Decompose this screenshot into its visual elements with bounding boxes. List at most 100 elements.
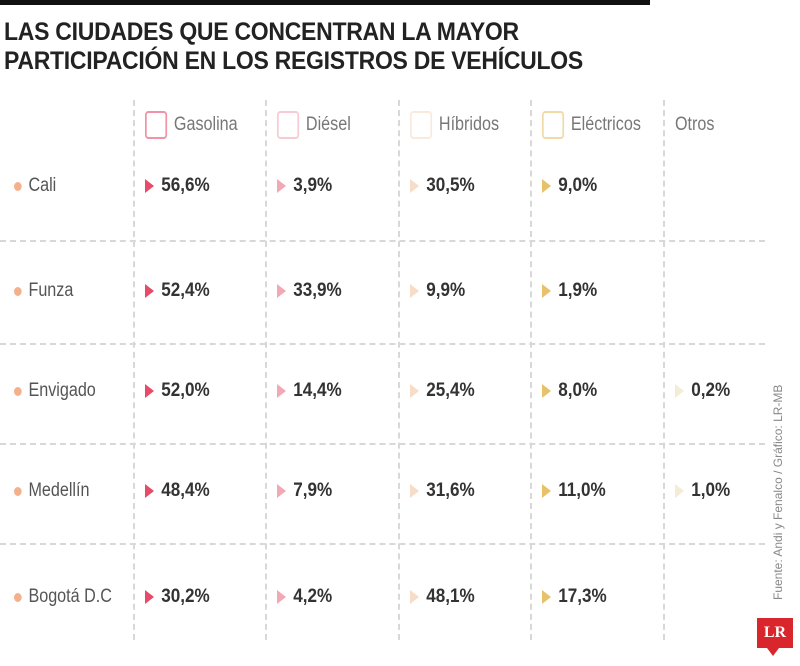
value-cell: 52,0% [145,380,210,402]
triangle-marker [277,484,286,498]
triangle-marker [410,484,419,498]
value-text: 52,4% [161,280,210,301]
value-cell: 9,0% [542,175,597,197]
row-divider [0,543,765,545]
value-cell: 25,4% [410,380,475,402]
value-cell: 7,9% [277,480,332,502]
city-label: Medellín [14,480,90,502]
value-cell: 30,2% [145,586,210,608]
value-cell: 4,2% [277,586,332,608]
triangle-marker [145,590,154,604]
value-text: 11,0% [558,480,606,501]
value-text: 33,9% [293,280,342,301]
triangle-marker [675,384,684,398]
value-text: 14,4% [293,380,342,401]
triangle-marker [145,384,154,398]
triangle-marker [542,484,551,498]
triangle-marker [410,284,419,298]
value-cell: 3,9% [277,175,332,197]
city-name: Funza [28,280,74,301]
city-label: Envigado [14,380,96,402]
bullet-dot [14,386,22,396]
bullet-dot [14,286,22,296]
value-cell: 17,3% [542,586,607,608]
value-cell: 9,9% [410,280,465,302]
column-label: Diésel [305,114,351,135]
row-divider [0,443,765,445]
value-text: 30,2% [161,586,210,607]
triangle-marker [675,484,684,498]
value-text: 56,6% [161,175,210,196]
column-header: Otros [675,110,714,140]
value-cell: 1,9% [542,280,597,302]
column-label: Híbridos [438,114,500,135]
row-divider [0,240,765,242]
value-cell: 33,9% [277,280,342,302]
city-name: Envigado [28,380,96,401]
triangle-marker [277,590,286,604]
fuel-pump-icon [145,111,168,139]
column-header: Gasolina [145,110,238,140]
column-divider [265,100,267,640]
triangle-marker [145,484,154,498]
bullet-dot [14,181,22,191]
city-label: Bogotá D.C [14,586,112,608]
value-text: 52,0% [161,380,210,401]
lr-logo: LR [757,618,793,656]
value-cell: 1,0% [675,480,730,502]
value-text: 1,0% [691,480,731,501]
triangle-marker [277,384,286,398]
value-text: 31,6% [426,480,475,501]
triangle-marker [277,179,286,193]
triangle-marker [145,284,154,298]
page-title: LAS CIUDADES QUE CONCENTRAN LA MAYOR PAR… [4,18,583,76]
column-header: Diésel [277,110,351,140]
value-cell: 11,0% [542,480,606,502]
triangle-marker [410,590,419,604]
source-note: Fuente: Andi y Fenalco / Gráfico: LR-MB [771,384,785,600]
triangle-marker [542,590,551,604]
triangle-marker [542,384,551,398]
value-cell: 31,6% [410,480,475,502]
value-cell: 52,4% [145,280,210,302]
triangle-marker [542,179,551,193]
value-cell: 48,4% [145,480,210,502]
triangle-marker [145,179,154,193]
column-header: Híbridos [410,110,499,140]
value-cell: 8,0% [542,380,597,402]
value-text: 1,9% [558,280,598,301]
value-text: 3,9% [293,175,333,196]
city-name: Bogotá D.C [28,586,112,607]
column-label: Gasolina [173,114,238,135]
column-divider [530,100,532,640]
hybrid-icon [410,111,433,139]
value-cell: 0,2% [675,380,730,402]
value-cell: 56,6% [145,175,210,197]
value-cell: 30,5% [410,175,475,197]
column-divider [398,100,400,640]
value-cell: 48,1% [410,586,475,608]
triangle-marker [410,179,419,193]
row-divider [0,343,765,345]
column-divider [133,100,135,640]
column-header: Eléctricos [542,110,641,140]
value-text: 8,0% [558,380,598,401]
column-divider [663,100,665,640]
city-name: Cali [28,175,57,196]
value-text: 0,2% [691,380,731,401]
value-text: 17,3% [558,586,607,607]
value-text: 4,2% [293,586,333,607]
value-text: 7,9% [293,480,333,501]
fuel-can-icon [277,111,300,139]
value-cell: 14,4% [277,380,342,402]
value-text: 48,4% [161,480,210,501]
value-text: 30,5% [426,175,475,196]
title-line-1: LAS CIUDADES QUE CONCENTRAN LA MAYOR [4,18,519,46]
bullet-dot [14,592,22,602]
title-line-2: PARTICIPACIÓN EN LOS REGISTROS DE VEHÍCU… [4,47,583,75]
column-label: Otros [675,114,715,135]
value-text: 9,0% [558,175,598,196]
city-label: Cali [14,175,56,197]
triangle-marker [410,384,419,398]
column-label: Eléctricos [570,114,641,135]
